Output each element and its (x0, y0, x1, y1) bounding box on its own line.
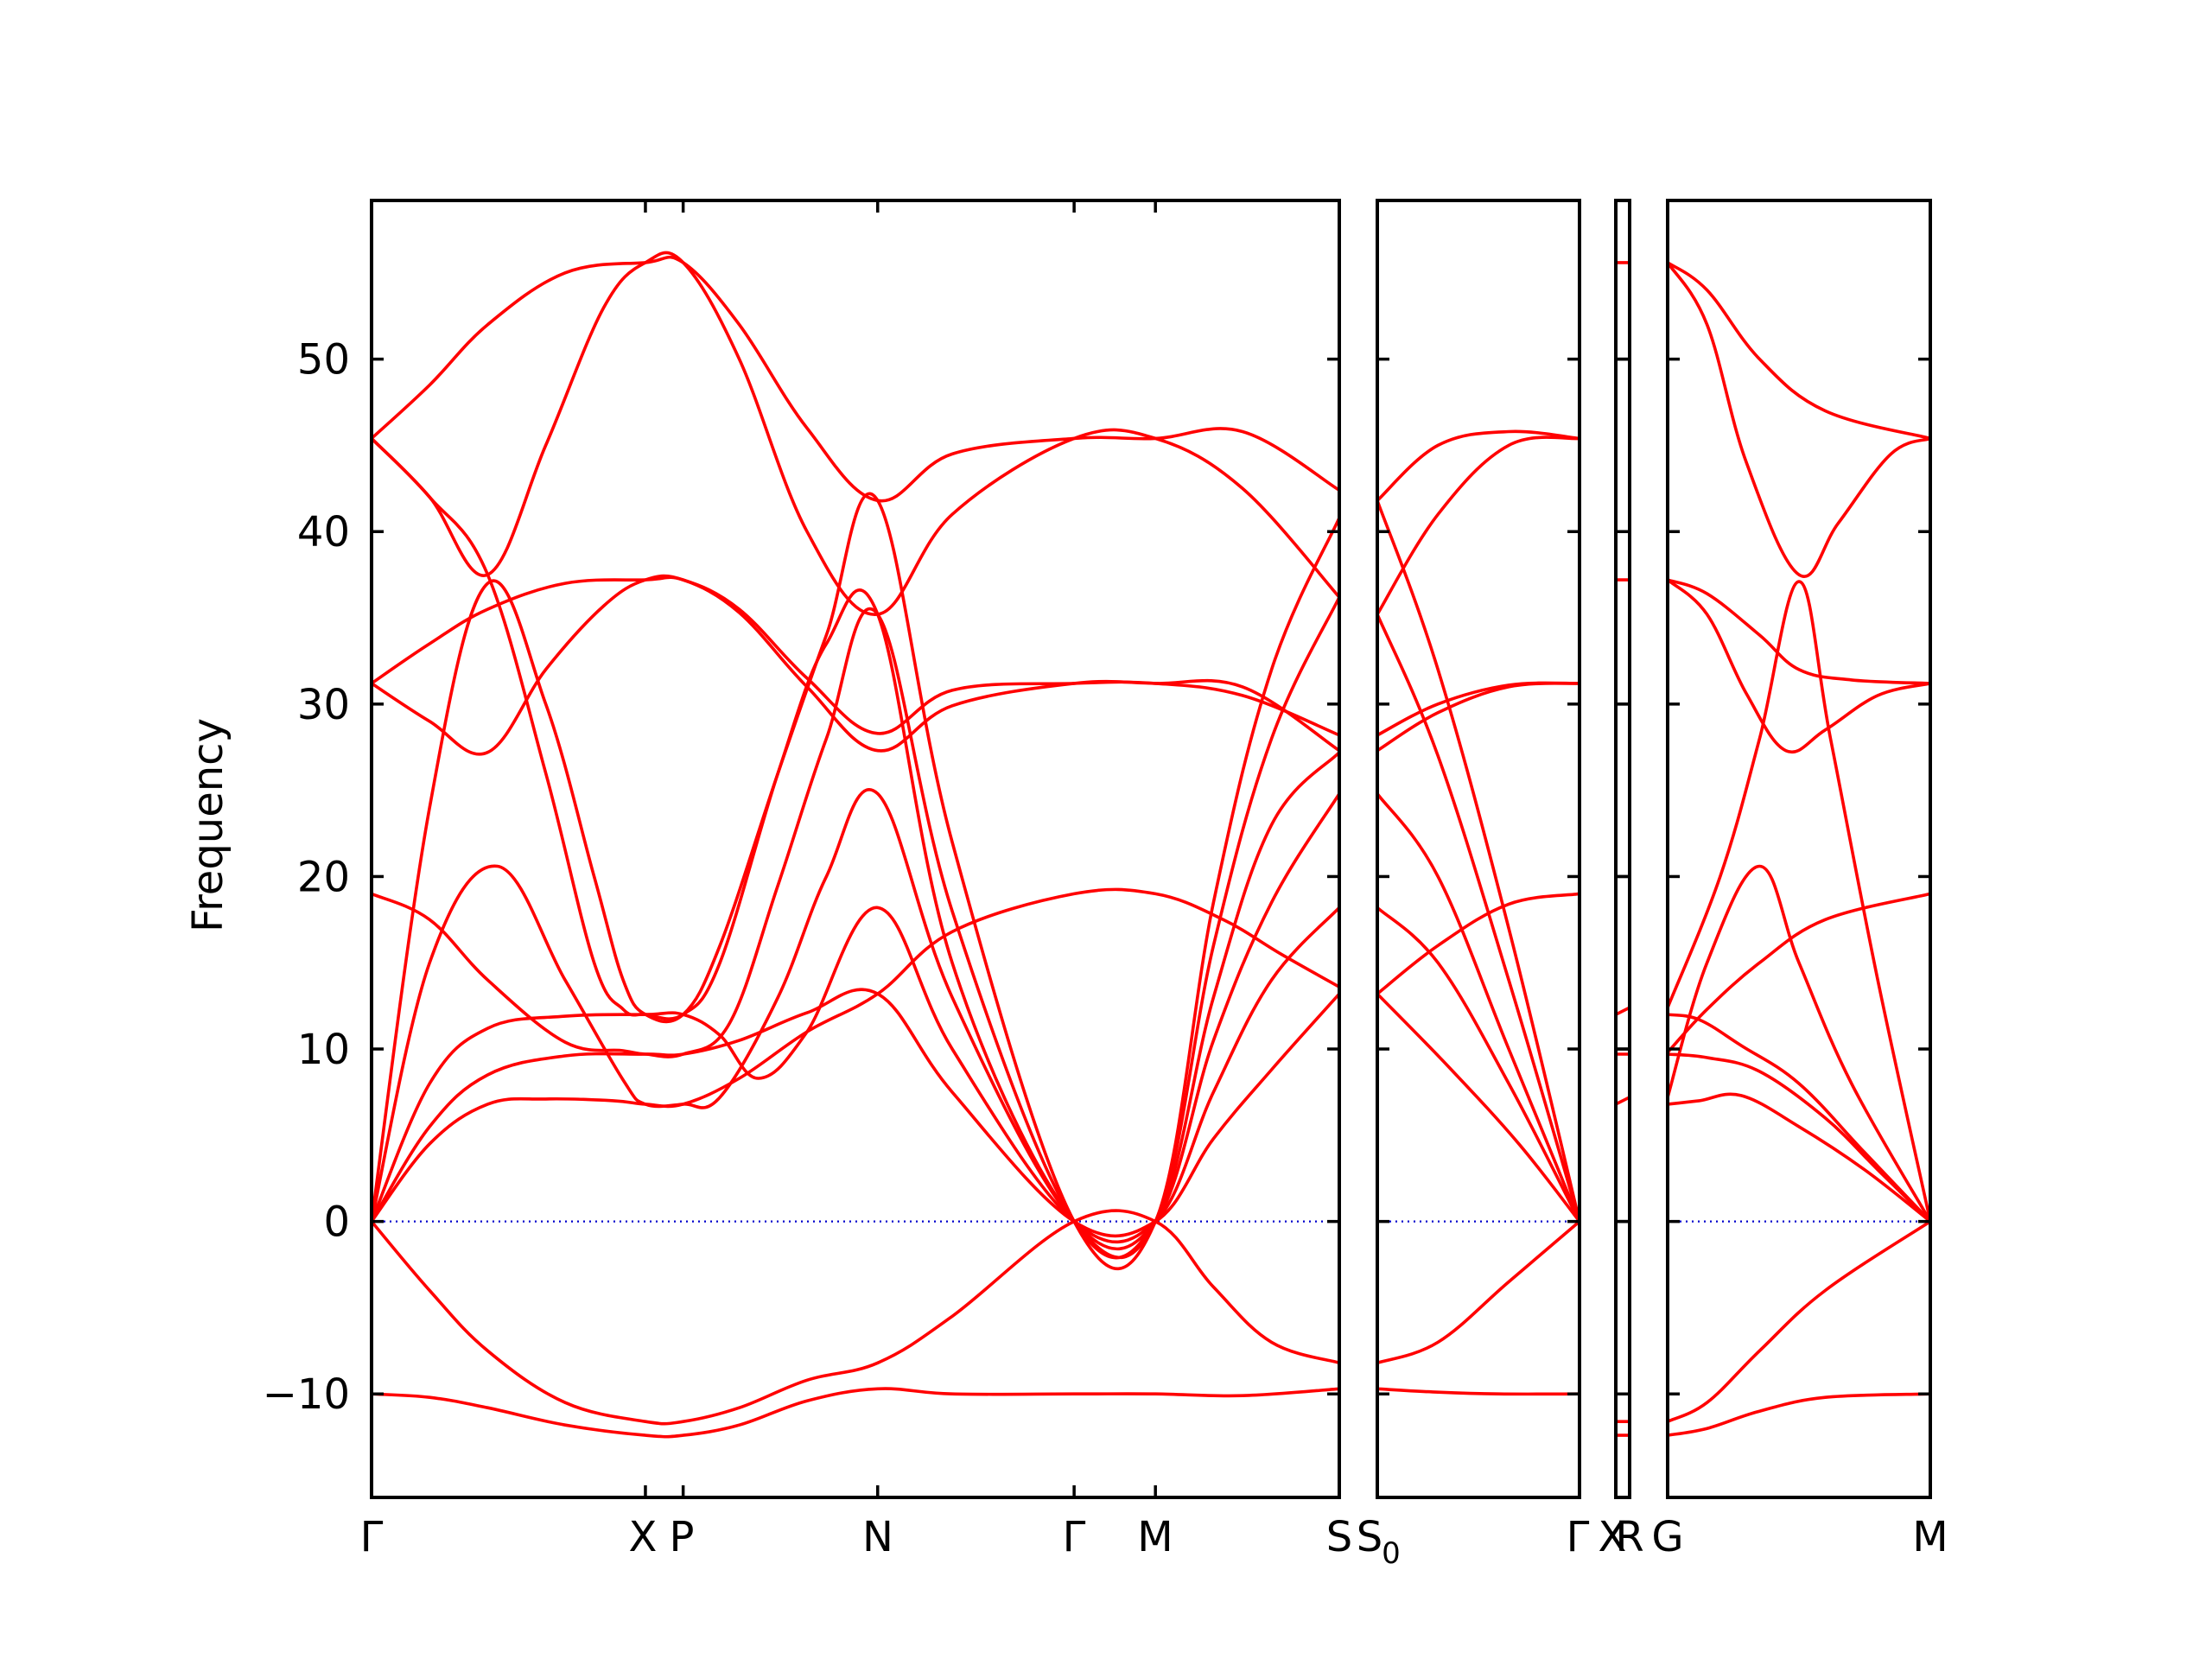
band-line-10 (1668, 578, 1930, 685)
x-tick-label: X (1599, 1513, 1627, 1561)
band-line-3 (372, 887, 1339, 1224)
band-line-5 (1668, 1013, 1930, 1224)
panels (370, 199, 1932, 1499)
x-tick-label: S (1357, 1513, 1382, 1561)
band-line-7 (1668, 892, 1930, 1054)
band-line-13 (372, 251, 1339, 616)
band-line-1 (372, 1387, 1339, 1439)
band-line-4 (372, 988, 1339, 1238)
y-tick-label: 50 (297, 336, 350, 385)
band-line-5 (372, 906, 1339, 1244)
band-line-5 (1616, 1006, 1630, 1016)
y-tick-labels: −10 0 10 20 30 40 50 (263, 336, 350, 1420)
band-line-3 (1377, 992, 1580, 1224)
band-line-1 (1377, 1387, 1580, 1396)
band-series-group (1668, 261, 1930, 1437)
band-line-2 (372, 1209, 1339, 1426)
band-line-11 (372, 492, 1339, 1270)
panel-3 (1614, 199, 1631, 1499)
band-line-8 (1668, 580, 1930, 1224)
band-series-group (372, 251, 1339, 1439)
band-line-9 (1668, 578, 1930, 754)
band-series-group (1616, 261, 1630, 1437)
band-line-6 (1377, 791, 1580, 1224)
band-line-3 (1616, 1096, 1630, 1106)
x-tick-label: R (1615, 1513, 1643, 1561)
band-line-12 (372, 255, 1339, 503)
y-tick-label: 40 (297, 508, 350, 556)
band-line-11 (1377, 435, 1580, 616)
x-tick-label: N (862, 1513, 893, 1561)
band-line-10 (372, 436, 1339, 1260)
y-tick-label: 20 (297, 853, 350, 901)
y-tick-label: 30 (297, 681, 350, 729)
panel-frame (1614, 199, 1631, 1499)
band-series-group (1377, 429, 1580, 1396)
y-tick-label: 10 (297, 1026, 350, 1074)
panel-1 (370, 199, 1341, 1499)
x-tick-label: X (629, 1513, 658, 1561)
x-tick-label-subscript: 0 (1382, 1536, 1401, 1571)
panel-frame (1376, 199, 1581, 1499)
x-tick-label: M (1137, 1513, 1173, 1561)
band-line-12 (1668, 261, 1930, 441)
x-tick-label: Γ (1063, 1513, 1086, 1561)
band-line-4 (1377, 892, 1580, 995)
band-line-6 (372, 788, 1339, 1251)
band-line-11 (1668, 261, 1930, 578)
y-tick-label: 0 (323, 1198, 350, 1247)
band-line-2 (1377, 1219, 1580, 1365)
x-tick-label: Γ (360, 1513, 384, 1561)
panel-2 (1376, 199, 1581, 1499)
panel-frame (1666, 199, 1932, 1499)
x-tick-label: M (1912, 1513, 1948, 1561)
y-axis-label: Frequency (184, 718, 232, 932)
panel-4 (1666, 199, 1932, 1499)
band-line-1 (1668, 1392, 1930, 1437)
x-tick-label: G (1651, 1513, 1683, 1561)
band-line-5 (1377, 906, 1580, 1224)
band-line-10 (1377, 499, 1580, 1224)
panel-frame (370, 199, 1341, 1499)
band-line-7 (372, 607, 1339, 1260)
band-line-8 (1377, 681, 1580, 737)
x-tick-labels: Γ X P N Γ M S S0 Γ XR G M (360, 1513, 1948, 1571)
band-line-2 (1668, 1219, 1930, 1423)
band-line-12 (1377, 429, 1580, 503)
x-tick-label: S (1326, 1513, 1352, 1561)
y-tick-label: −10 (263, 1370, 350, 1419)
band-line-9 (1377, 613, 1580, 1224)
x-tick-label: P (670, 1513, 695, 1561)
band-line-6 (1668, 864, 1930, 1224)
x-tick-label: Γ (1567, 1513, 1590, 1561)
band-line-4 (1668, 1052, 1930, 1224)
band-line-9 (372, 575, 1339, 737)
band-line-3 (1668, 1092, 1930, 1224)
